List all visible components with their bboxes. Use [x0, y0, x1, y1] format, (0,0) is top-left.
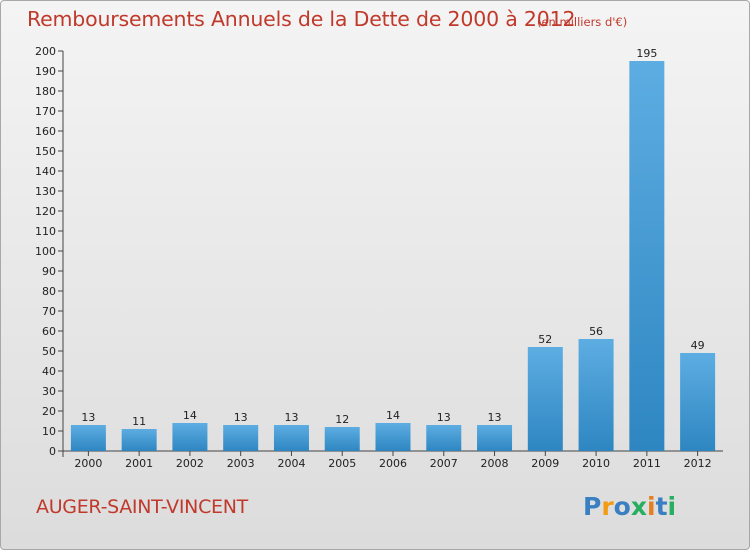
logo-letter: t: [655, 492, 668, 521]
x-tick-label: 2012: [684, 457, 712, 470]
y-tick-label: 30: [42, 385, 56, 398]
x-tick-label: 2000: [74, 457, 102, 470]
logo-letter: i: [647, 492, 656, 521]
chart-subtitle: (en milliers d'€): [537, 15, 628, 29]
chart-title: Remboursements Annuels de la Dette de 20…: [27, 7, 575, 31]
y-tick-label: 140: [35, 165, 56, 178]
data-label-2005: 12: [335, 413, 349, 426]
proxiti-logo[interactable]: Proxiti: [583, 492, 676, 521]
data-label-2006: 14: [386, 409, 400, 422]
bar-2010: [578, 339, 614, 451]
x-tick-label: 2005: [328, 457, 356, 470]
bar-2004: [273, 425, 309, 451]
y-tick-label: 0: [49, 445, 56, 458]
bar-2007: [426, 425, 462, 451]
y-tick-label: 40: [42, 365, 56, 378]
bar-2011: [629, 61, 665, 451]
bar-2008: [477, 425, 513, 451]
data-label-2012: 49: [691, 339, 705, 352]
y-tick-label: 190: [35, 65, 56, 78]
x-tick-label: 2011: [633, 457, 661, 470]
logo-letter: P: [583, 492, 602, 521]
y-tick-label: 180: [35, 85, 56, 98]
x-tick-label: 2003: [227, 457, 255, 470]
bar-2003: [223, 425, 259, 451]
bar-2000: [70, 425, 106, 451]
bar-2005: [324, 427, 360, 451]
logo-letter: r: [601, 492, 614, 521]
data-label-2004: 13: [284, 411, 298, 424]
y-tick-label: 60: [42, 325, 56, 338]
data-label-2000: 13: [81, 411, 95, 424]
x-tick-label: 2008: [481, 457, 509, 470]
y-tick-label: 90: [42, 265, 56, 278]
y-tick-label: 100: [35, 245, 56, 258]
commune-name: AUGER-SAINT-VINCENT: [36, 496, 248, 518]
data-label-2001: 11: [132, 415, 146, 428]
data-label-2009: 52: [538, 333, 552, 346]
y-tick-label: 120: [35, 205, 56, 218]
x-tick-label: 2002: [176, 457, 204, 470]
bar-2012: [680, 353, 716, 451]
y-tick-label: 10: [42, 425, 56, 438]
y-tick-label: 20: [42, 405, 56, 418]
x-tick-label: 2007: [430, 457, 458, 470]
x-tick-label: 2010: [582, 457, 610, 470]
y-tick-label: 70: [42, 305, 56, 318]
data-label-2003: 13: [234, 411, 248, 424]
bar-2001: [121, 429, 157, 451]
x-tick-label: 2006: [379, 457, 407, 470]
chart-title-text: Remboursements Annuels de la Dette de 20…: [27, 7, 576, 31]
y-tick-label: 50: [42, 345, 56, 358]
data-label-2002: 14: [183, 409, 197, 422]
bar-2006: [375, 423, 411, 451]
logo-letter: i: [667, 492, 677, 521]
bar-2009: [527, 347, 563, 451]
data-label-2010: 56: [589, 325, 603, 338]
data-label-2007: 13: [437, 411, 451, 424]
data-label-2008: 13: [488, 411, 502, 424]
y-tick-label: 150: [35, 145, 56, 158]
y-tick-label: 170: [35, 105, 56, 118]
x-tick-label: 2004: [277, 457, 305, 470]
bar-2002: [172, 423, 208, 451]
y-tick-label: 130: [35, 185, 56, 198]
logo-letter: x: [630, 492, 647, 521]
x-tick-label: 2009: [531, 457, 559, 470]
logo-letter: o: [613, 492, 631, 521]
y-tick-label: 80: [42, 285, 56, 298]
data-label-2011: 195: [636, 47, 657, 60]
x-tick-label: 2001: [125, 457, 153, 470]
y-tick-label: 110: [35, 225, 56, 238]
y-tick-label: 200: [35, 45, 56, 58]
y-tick-label: 160: [35, 125, 56, 138]
